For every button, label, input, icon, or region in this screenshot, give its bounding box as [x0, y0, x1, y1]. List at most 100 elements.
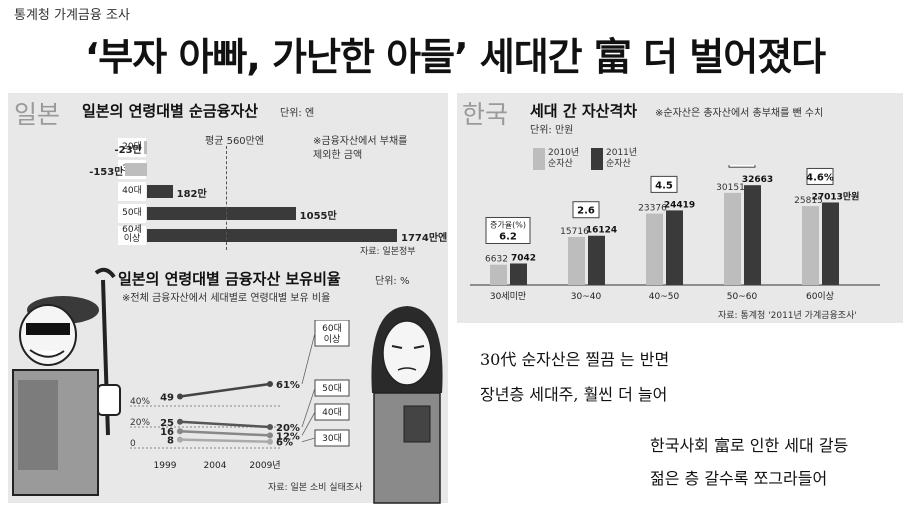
subhead-line-3: 한국사회 富로 인한 세대 갈등: [650, 436, 849, 455]
legend-label: 40대: [322, 407, 342, 418]
data-point: [267, 424, 273, 430]
series-line: [179, 382, 271, 398]
subhead-line-1: 30代 순자산은 찔끔 는 반면: [480, 350, 670, 369]
japan-share-unit: 단위: %: [375, 276, 410, 287]
value-label-2011: 27013만원: [812, 190, 860, 202]
bar-mark: [125, 163, 147, 176]
korea-note: ※순자산은 총자산에서 총부채를 뺀 수치: [655, 108, 824, 119]
increase-value: 4.6%: [806, 172, 834, 183]
category-label: 40대: [118, 182, 146, 201]
data-label: -23만: [114, 145, 142, 156]
japan-avg-label: 평균 560만엔: [205, 136, 265, 147]
data-point: [177, 393, 183, 400]
value-label-2011: 16124: [586, 226, 617, 236]
bar-2011: [744, 185, 761, 285]
leader-line: [301, 437, 316, 443]
value-label-2010: 23376: [638, 204, 667, 214]
start-value-label: 25: [160, 418, 174, 429]
japan-share-note: ※전체 금융자산에서 세대별로 연령대별 보유 비율: [122, 293, 331, 304]
leader-line: [301, 332, 316, 385]
start-value-label: 49: [160, 393, 174, 404]
bar-mark: [147, 229, 397, 242]
end-value-label: 6%: [276, 438, 293, 449]
increase-callout: [728, 165, 756, 168]
subhead-line-4: 젊은 층 갈수록 쪼그라들어: [650, 469, 828, 488]
increase-callout: [485, 216, 531, 244]
bar-mark: [147, 185, 173, 198]
leader-line: [301, 411, 316, 436]
data-label: 1055만: [299, 211, 337, 222]
value-label-2011: 7042: [511, 253, 536, 263]
increase-label: 증가율(%): [490, 220, 526, 229]
legend-2010-swatch: [533, 148, 545, 170]
bar-mark: [147, 207, 296, 220]
value-label-2011: 24419: [664, 200, 695, 210]
bar-2011: [510, 263, 527, 285]
value-label-2010: 30151: [716, 183, 745, 193]
data-point: [177, 436, 183, 443]
x-tick-label: 1999: [154, 461, 177, 471]
category-label: 50대: [118, 204, 146, 223]
increase-value: 4.5: [655, 180, 673, 191]
average-line: [225, 146, 227, 250]
bar-mark: [143, 141, 147, 154]
category-label: 30세미만: [490, 291, 526, 302]
category-label: 20대: [118, 138, 146, 157]
japan-net-title: 일본의 연령대별 순금융자산: [82, 102, 259, 120]
legend-box: [314, 320, 350, 347]
japan-region-label: 일본: [14, 100, 61, 129]
legend-2011-swatch: [591, 148, 603, 170]
value-label-2010: 6632: [485, 255, 508, 265]
legend-label: 60대: [322, 323, 342, 334]
start-value-label: 16: [160, 427, 174, 438]
bar-2010: [724, 192, 741, 285]
x-tick-label: 2004: [204, 461, 227, 471]
korea-region-label: 한국: [462, 100, 509, 129]
bar-2011: [588, 235, 605, 285]
legend-2011-label: 2011년 순자산: [606, 148, 638, 169]
increase-value: 6.2: [499, 231, 517, 242]
category-label: 50~60: [727, 292, 758, 302]
bar-2010: [568, 236, 585, 285]
bar-2010: [490, 264, 507, 285]
data-label: -153만: [89, 167, 124, 178]
y-tick-label: 40%: [130, 397, 150, 407]
bar-2010: [646, 213, 663, 285]
japan-share-source: 자료: 일본 소비 실태조사: [268, 483, 363, 493]
end-value-label: 12%: [276, 431, 300, 442]
legend-label: 30대: [322, 433, 342, 444]
bar-2011: [666, 210, 683, 285]
y-tick-label: 20%: [130, 418, 150, 428]
korea-title: 세대 간 자산격차: [530, 102, 638, 120]
increase-callout: [650, 175, 678, 193]
series-line: [179, 420, 271, 429]
category-label: 60이상: [806, 291, 834, 302]
data-label: 182만: [176, 189, 207, 200]
data-point: [267, 438, 273, 445]
legend-label: 이상: [324, 334, 341, 345]
x-tick-label: 2009년: [249, 460, 280, 471]
start-value-label: 8: [167, 436, 174, 447]
series-line: [179, 429, 271, 437]
data-point: [177, 418, 183, 425]
value-label-2011: 32663: [742, 175, 773, 185]
value-label-2010: 25815: [794, 196, 823, 206]
series-line: [179, 438, 271, 443]
japan-net-unit: 단위: 엔: [280, 108, 315, 119]
data-point: [267, 432, 273, 439]
data-label: 1774만엔: [401, 233, 448, 244]
headline: ‘부자 아빠, 가난한 아들’ 세대간 富 더 벌어졌다: [84, 35, 826, 79]
increase-value: 8.3: [733, 165, 751, 166]
rich-father-illustration: [12, 267, 121, 496]
bar-2010: [802, 206, 819, 285]
value-label-2010: 15716: [560, 227, 589, 237]
data-point: [267, 380, 273, 387]
y-tick-label: 0: [130, 439, 136, 449]
leader-line: [301, 387, 316, 428]
japan-share-title: 일본의 연령대별 금융자산 보유비율: [118, 270, 341, 288]
category-label: 40~50: [649, 292, 680, 302]
korea-unit: 단위: 만원: [530, 125, 574, 136]
category-label: 30~40: [571, 292, 602, 302]
poor-son-illustration: [371, 306, 443, 504]
